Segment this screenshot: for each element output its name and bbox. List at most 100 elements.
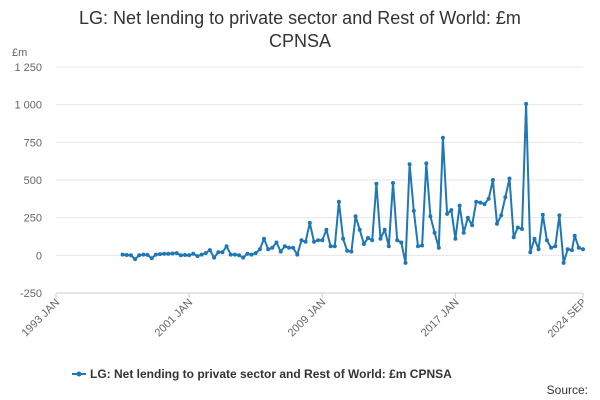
data-point[interactable] — [370, 238, 375, 243]
data-point[interactable] — [303, 239, 308, 244]
data-point[interactable] — [424, 161, 429, 166]
data-point[interactable] — [257, 247, 262, 252]
data-point[interactable] — [407, 162, 412, 167]
data-point[interactable] — [572, 233, 577, 238]
data-point[interactable] — [207, 248, 212, 253]
data-point[interactable] — [524, 101, 529, 106]
data-point[interactable] — [536, 247, 541, 252]
data-point[interactable] — [569, 248, 574, 253]
data-point[interactable] — [482, 202, 487, 207]
data-point[interactable] — [232, 252, 237, 257]
data-point[interactable] — [361, 242, 366, 246]
data-point[interactable] — [386, 244, 391, 249]
data-point[interactable] — [245, 251, 250, 256]
data-point[interactable] — [166, 251, 171, 256]
data-point[interactable] — [316, 238, 321, 243]
data-point[interactable] — [353, 214, 358, 219]
data-point[interactable] — [262, 236, 266, 241]
data-point[interactable] — [382, 227, 387, 232]
data-point[interactable] — [341, 236, 346, 241]
data-point[interactable] — [328, 244, 333, 249]
data-point[interactable] — [183, 253, 187, 257]
data-point[interactable] — [228, 252, 233, 257]
data-point[interactable] — [120, 252, 125, 257]
legend[interactable]: LG: Net lending to private sector and Re… — [72, 367, 452, 381]
data-point[interactable] — [187, 253, 192, 258]
data-point[interactable] — [465, 215, 470, 220]
data-point[interactable] — [540, 212, 545, 217]
data-point[interactable] — [391, 181, 395, 185]
data-point[interactable] — [270, 245, 275, 250]
data-point[interactable] — [457, 203, 462, 208]
data-point[interactable] — [515, 225, 520, 230]
data-point[interactable] — [445, 211, 450, 216]
data-point[interactable] — [324, 227, 329, 232]
data-point[interactable] — [241, 255, 246, 260]
data-point[interactable] — [278, 249, 283, 254]
data-point[interactable] — [576, 245, 581, 250]
data-point[interactable] — [274, 240, 279, 245]
data-point[interactable] — [237, 253, 242, 258]
data-point[interactable] — [561, 260, 566, 265]
data-point[interactable] — [565, 247, 570, 252]
data-point[interactable] — [291, 245, 296, 250]
data-point[interactable] — [253, 251, 258, 256]
data-point[interactable] — [174, 251, 179, 256]
data-point[interactable] — [141, 252, 146, 257]
data-point[interactable] — [249, 252, 254, 257]
data-point[interactable] — [403, 260, 408, 265]
data-point[interactable] — [191, 251, 196, 256]
data-point[interactable] — [520, 227, 524, 231]
data-point[interactable] — [544, 238, 549, 243]
data-point[interactable] — [345, 248, 350, 253]
data-point[interactable] — [145, 252, 150, 257]
data-point[interactable] — [453, 236, 458, 241]
data-point[interactable] — [395, 238, 400, 243]
data-point[interactable] — [420, 243, 425, 248]
data-point[interactable] — [432, 230, 437, 235]
data-point[interactable] — [490, 178, 495, 182]
data-point[interactable] — [486, 196, 491, 201]
data-point[interactable] — [357, 227, 362, 232]
data-point[interactable] — [332, 244, 337, 249]
data-point[interactable] — [149, 256, 154, 261]
data-point[interactable] — [495, 221, 499, 226]
data-point[interactable] — [212, 255, 217, 260]
data-point[interactable] — [158, 252, 162, 257]
data-point[interactable] — [312, 239, 316, 244]
data-point[interactable] — [532, 236, 537, 241]
data-point[interactable] — [399, 240, 404, 245]
data-point[interactable] — [478, 200, 483, 205]
data-point[interactable] — [349, 249, 354, 254]
data-point[interactable] — [133, 257, 138, 262]
data-point[interactable] — [449, 208, 454, 213]
data-point[interactable] — [440, 135, 445, 140]
data-point[interactable] — [282, 244, 287, 249]
data-point[interactable] — [162, 251, 167, 256]
data-point[interactable] — [528, 250, 533, 255]
data-point[interactable] — [224, 244, 229, 249]
data-point[interactable] — [366, 236, 370, 240]
data-point[interactable] — [137, 253, 142, 258]
data-point[interactable] — [199, 252, 204, 257]
data-point[interactable] — [461, 230, 466, 235]
data-point[interactable] — [295, 252, 300, 257]
data-point[interactable] — [470, 223, 475, 228]
data-point[interactable] — [374, 181, 379, 186]
data-point[interactable] — [299, 238, 304, 243]
data-point[interactable] — [216, 250, 221, 255]
data-point[interactable] — [557, 213, 562, 218]
data-point[interactable] — [336, 199, 341, 204]
data-point[interactable] — [503, 195, 508, 200]
data-point[interactable] — [507, 176, 512, 181]
data-point[interactable] — [153, 252, 158, 257]
data-point[interactable] — [195, 254, 200, 259]
data-point[interactable] — [474, 199, 479, 204]
data-point[interactable] — [436, 245, 441, 250]
data-point[interactable] — [124, 253, 129, 257]
data-point[interactable] — [203, 251, 208, 256]
data-point[interactable] — [581, 247, 585, 252]
data-point[interactable] — [320, 238, 325, 243]
data-point[interactable] — [178, 253, 183, 258]
data-point[interactable] — [170, 251, 175, 256]
